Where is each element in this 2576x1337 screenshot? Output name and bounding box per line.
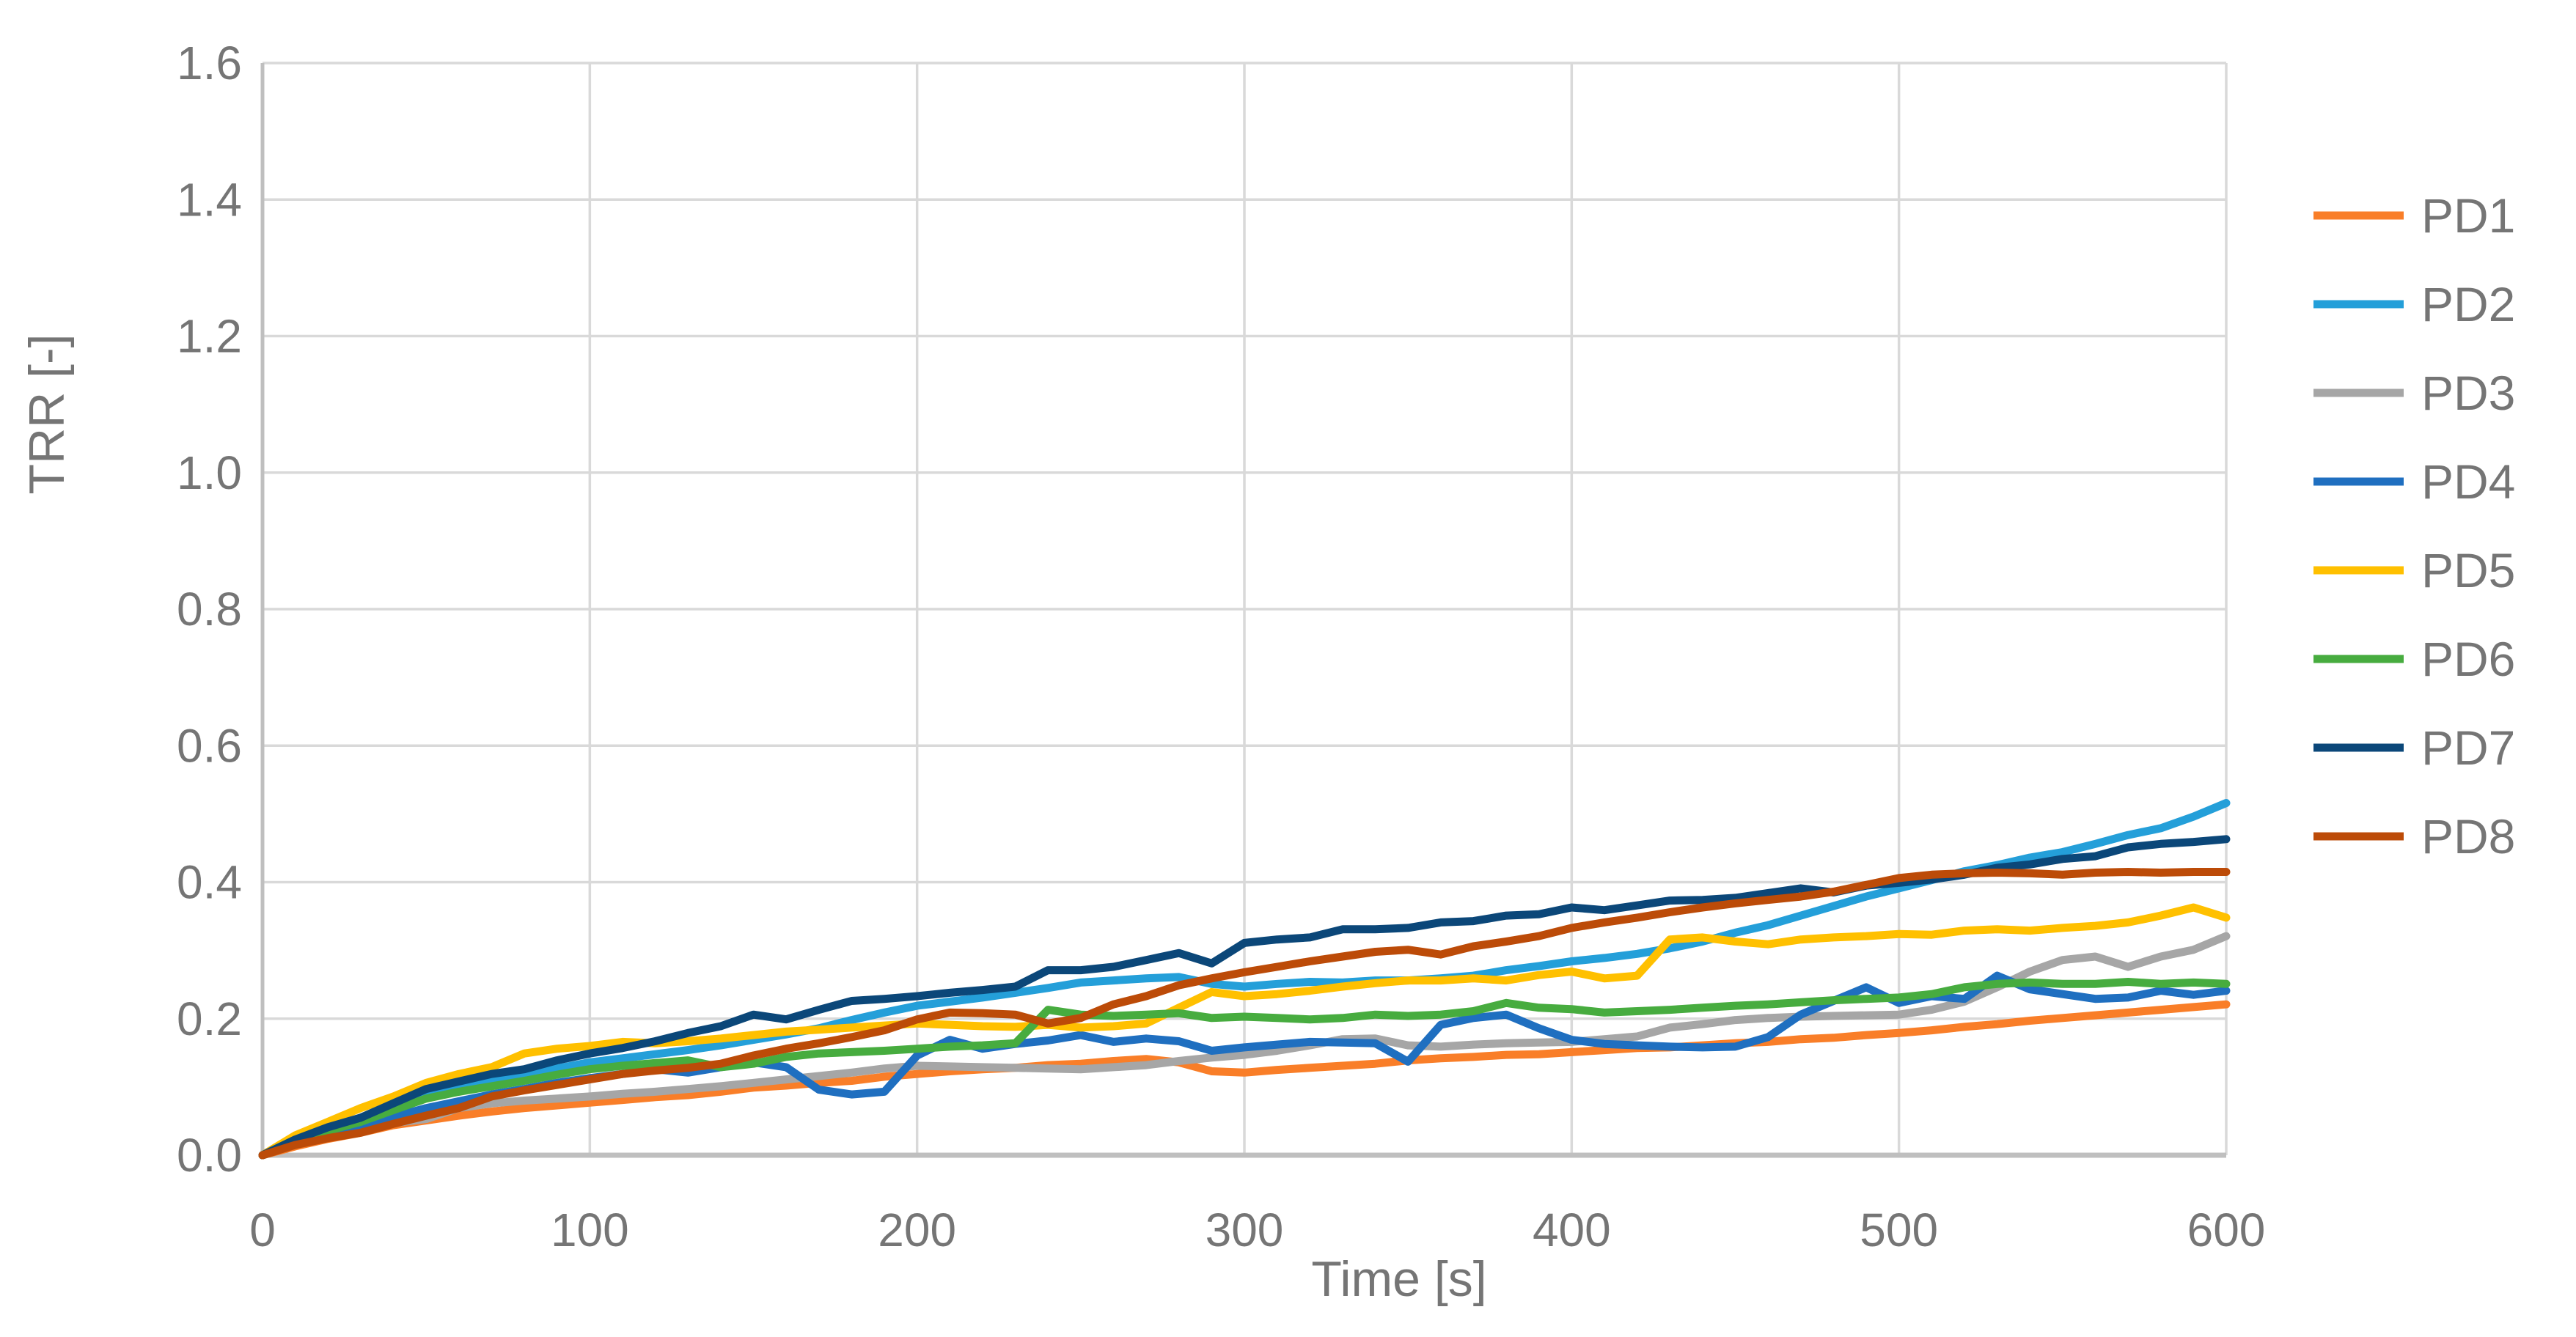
- x-tick-label: 300: [1206, 1204, 1284, 1256]
- legend-label-PD7: PD7: [2421, 721, 2515, 775]
- y-tick-label: 1.4: [177, 173, 242, 226]
- y-tick-label: 0.2: [177, 992, 242, 1045]
- y-tick-label: 1.0: [177, 446, 242, 499]
- y-tick-label: 0.6: [177, 719, 242, 772]
- x-tick-label: 200: [878, 1204, 956, 1256]
- x-axis-title: Time [s]: [1311, 1251, 1487, 1307]
- x-tick-label: 500: [1860, 1204, 1938, 1256]
- x-tick-label: 100: [551, 1204, 629, 1256]
- series-line-PD6: [258, 978, 2231, 1160]
- series-line-PD3: [258, 932, 2231, 1160]
- series-line-PD8: [258, 868, 2231, 1160]
- legend-label-PD4: PD4: [2421, 454, 2515, 509]
- x-tick-label: 600: [2187, 1204, 2266, 1256]
- y-axis-title: TRR [-]: [19, 334, 75, 495]
- x-tick-label: 400: [1533, 1204, 1611, 1256]
- legend-label-PD3: PD3: [2421, 366, 2515, 420]
- legend-label-PD8: PD8: [2421, 809, 2515, 863]
- y-tick-label: 0.4: [177, 856, 242, 909]
- legend: PD1 PD2 PD3 PD4 PD5 PD6 PD7 PD8: [2313, 188, 2515, 863]
- series-line-PD1: [258, 1000, 2231, 1160]
- y-tick-label: 0.0: [177, 1129, 242, 1182]
- y-tick-label: 1.6: [177, 37, 242, 89]
- y-tick-label: 0.8: [177, 583, 242, 636]
- series-line-PD5: [258, 903, 2231, 1160]
- legend-label-PD1: PD1: [2421, 188, 2515, 243]
- x-tick-label: 0: [249, 1204, 276, 1256]
- legend-label-PD5: PD5: [2421, 543, 2515, 597]
- legend-label-PD2: PD2: [2421, 277, 2515, 331]
- y-tick-label: 1.2: [177, 310, 242, 363]
- legend-label-PD6: PD6: [2421, 632, 2515, 686]
- series-line-PD7: [258, 835, 2231, 1160]
- series-line-PD2: [258, 799, 2231, 1160]
